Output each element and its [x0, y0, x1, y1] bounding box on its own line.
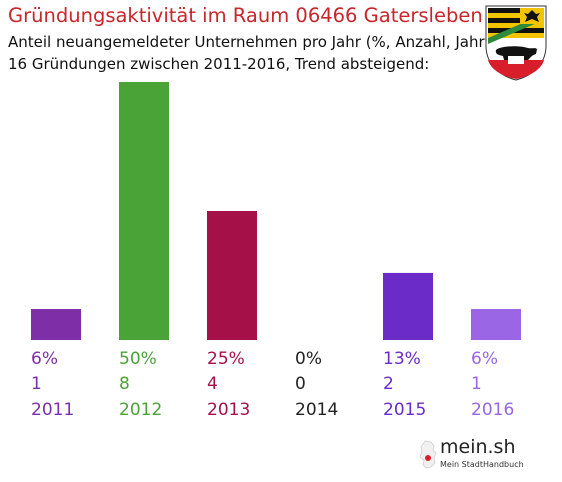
- footer-logo: mein.sh Mein StadtHandbuch: [418, 436, 530, 472]
- bar-year-label-2014: 2014: [295, 400, 338, 420]
- bar-year-label-2012: 2012: [119, 400, 162, 420]
- bar-percent-label-2016: 6%: [471, 349, 498, 369]
- bar-percent-label-2011: 6%: [31, 349, 58, 369]
- bar-2016: [471, 309, 521, 340]
- bar-2012: [119, 82, 169, 340]
- bar-percent-label-2012: 50%: [119, 349, 157, 369]
- bar-year-label-2016: 2016: [471, 400, 514, 420]
- bar-count-label-2013: 4: [207, 374, 218, 394]
- bar-year-label-2015: 2015: [383, 400, 426, 420]
- bar-count-label-2012: 8: [119, 374, 130, 394]
- bar-2011: [31, 309, 81, 340]
- bar-2015: [383, 272, 433, 340]
- bar-2013: [207, 211, 257, 340]
- bar-percent-label-2015: 13%: [383, 349, 421, 369]
- chart-subtitle-line1: Anteil neuangemeldeter Unternehmen pro J…: [8, 33, 491, 51]
- bar-count-label-2014: 0: [295, 374, 306, 394]
- coat-of-arms-icon: [485, 5, 547, 81]
- chart-title: Gründungsaktivität im Raum 06466 Gatersl…: [8, 4, 483, 27]
- bar-count-label-2016: 1: [471, 374, 482, 394]
- brand-tagline: Mein StadtHandbuch: [440, 460, 524, 469]
- bar-count-label-2015: 2: [383, 374, 394, 394]
- germany-map-icon: [419, 440, 437, 469]
- brand-name: mein.sh: [440, 436, 516, 458]
- bar-percent-label-2014: 0%: [295, 349, 322, 369]
- chart-subtitle-line2: 16 Gründungen zwischen 2011-2016, Trend …: [8, 55, 430, 73]
- bar-year-label-2013: 2013: [207, 400, 250, 420]
- bar-year-label-2011: 2011: [31, 400, 74, 420]
- bar-percent-label-2013: 25%: [207, 349, 245, 369]
- bar-count-label-2011: 1: [31, 374, 42, 394]
